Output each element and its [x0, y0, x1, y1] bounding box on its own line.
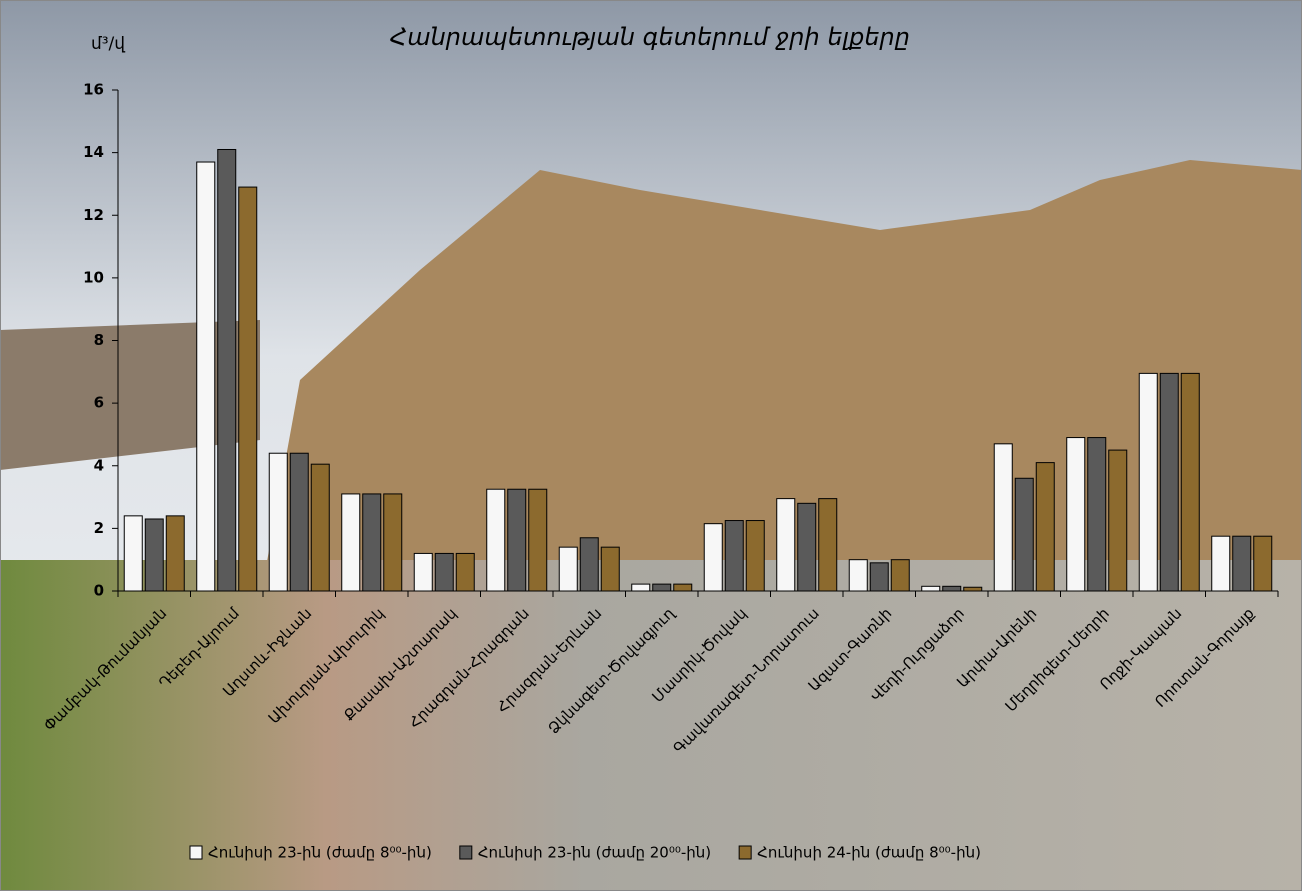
legend-swatch	[189, 845, 203, 860]
bar	[1138, 372, 1158, 592]
y-tick-label: 10	[83, 268, 104, 286]
legend-label: Հունիսի 23-ին (ժամը 8⁰⁰-ին)	[208, 844, 432, 862]
bar	[703, 523, 723, 592]
bar	[268, 452, 288, 592]
bar	[341, 493, 361, 592]
bar	[1014, 477, 1034, 592]
bar	[724, 520, 744, 592]
bar	[818, 498, 838, 592]
bar	[486, 488, 506, 592]
bar	[1232, 535, 1252, 592]
bar	[383, 493, 403, 592]
bar	[507, 488, 527, 592]
bar	[413, 552, 433, 592]
bar	[165, 515, 185, 592]
bar	[310, 463, 330, 592]
bar	[1253, 535, 1273, 592]
y-tick-label: 0	[94, 582, 104, 600]
bar	[1108, 449, 1128, 592]
bar	[745, 520, 765, 592]
legend-swatch	[459, 845, 473, 860]
bar	[289, 452, 309, 592]
y-tick-label: 2	[94, 519, 104, 537]
bar	[776, 498, 796, 592]
bar	[1087, 437, 1107, 592]
y-tick-label: 8	[94, 331, 104, 349]
bar	[631, 583, 651, 592]
bar	[579, 537, 599, 592]
legend-label: Հունիսի 23-ին (ժամը 20⁰⁰-ին)	[478, 844, 711, 862]
bar	[848, 559, 868, 592]
bar	[434, 552, 454, 592]
bar	[362, 493, 382, 592]
bar	[217, 148, 237, 592]
legend-label: Հունիսի 24-ին (ժամը 8⁰⁰-ին)	[757, 844, 981, 862]
bar	[1180, 372, 1200, 592]
bar	[600, 546, 620, 592]
bar	[558, 546, 578, 592]
bar	[1066, 437, 1086, 592]
bar	[890, 559, 910, 592]
legend-swatch	[738, 845, 752, 860]
bar	[921, 585, 941, 592]
bar	[455, 552, 475, 592]
bar	[942, 585, 962, 592]
y-tick-label: 12	[83, 206, 104, 224]
y-tick-label: 14	[83, 143, 104, 161]
bar	[993, 443, 1013, 592]
bar	[797, 502, 817, 592]
bar	[652, 583, 672, 592]
bar	[963, 586, 983, 592]
bar	[123, 515, 143, 592]
bar	[869, 562, 889, 592]
chart-title: Հանրապետության գետերում ջրի ելքերը	[390, 23, 910, 51]
background	[0, 560, 1302, 891]
y-tick-label: 6	[94, 394, 104, 412]
bar	[1159, 372, 1179, 592]
y-axis-label: մ³/վ	[91, 34, 125, 54]
bar	[238, 186, 258, 592]
bar	[1035, 462, 1055, 592]
background	[0, 320, 260, 470]
bar	[144, 518, 164, 592]
bar	[1211, 535, 1231, 592]
bar	[528, 488, 548, 592]
bar	[196, 161, 216, 592]
y-tick-label: 4	[94, 456, 104, 474]
bar	[673, 583, 693, 592]
y-tick-label: 16	[83, 81, 104, 99]
